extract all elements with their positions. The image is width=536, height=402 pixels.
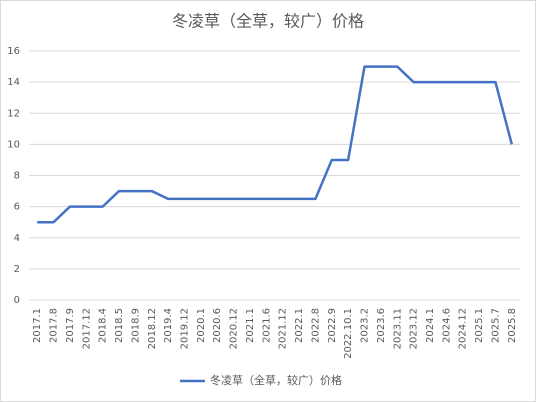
x-tick-label: 2017.1 <box>32 308 43 343</box>
y-tick-label: 12 <box>7 108 20 119</box>
x-tick-label: 2025.7 <box>490 308 501 343</box>
x-tick-label: 2024.12 <box>458 308 469 349</box>
x-tick-label: 2017.8 <box>49 308 60 343</box>
x-tick-label: 2019.4 <box>163 308 174 343</box>
x-tick-label: 2025.1 <box>474 308 485 343</box>
x-tick-label: 2017.9 <box>65 308 76 343</box>
x-tick-label: 2023.11 <box>392 308 403 349</box>
y-tick-label: 6 <box>14 202 20 213</box>
x-tick-label: 2020.6 <box>212 308 223 343</box>
x-tick-label: 2018.12 <box>147 308 158 349</box>
x-tick-label: 2020.1 <box>196 308 207 343</box>
x-tick-label: 2023.6 <box>376 308 387 343</box>
x-tick-label: 2022.9 <box>327 308 338 343</box>
y-tick-label: 0 <box>14 295 20 306</box>
x-tick-label: 2024.6 <box>441 308 452 343</box>
y-tick-label: 16 <box>7 46 20 57</box>
x-tick-label: 2021.12 <box>278 308 289 349</box>
y-tick-label: 8 <box>14 171 20 182</box>
x-tick-label: 2020.12 <box>229 308 240 349</box>
y-tick-label: 10 <box>7 139 20 150</box>
x-tick-label: 2019.12 <box>179 308 190 349</box>
data-line <box>37 65 514 224</box>
x-tick-label: 2022.1 <box>294 308 305 343</box>
y-tick-label: 4 <box>14 233 20 244</box>
x-tick-label: 2021.1 <box>245 308 256 343</box>
legend-label: 冬凌草（全草，较广）价格 <box>210 373 342 387</box>
x-tick-label: 2021.6 <box>261 308 272 343</box>
x-tick-label: 2023.2 <box>360 308 371 343</box>
x-tick-label: 2024.1 <box>425 308 436 343</box>
y-tick-label: 2 <box>14 264 20 275</box>
chart-title: 冬凌草（全草，较广）价格 <box>172 12 364 31</box>
x-tick-label: 2018.4 <box>98 308 109 343</box>
x-tick-label: 2018.5 <box>114 308 125 343</box>
x-tick-label: 2022.10.1 <box>343 308 354 359</box>
y-tick-label: 14 <box>7 77 20 88</box>
x-tick-label: 2025.8 <box>507 308 518 343</box>
x-tick-label: 2017.12 <box>81 308 92 349</box>
x-tick-label: 2023.12 <box>409 308 420 349</box>
x-tick-label: 2018.9 <box>130 308 141 343</box>
x-tick-label: 2022.8 <box>310 308 321 343</box>
